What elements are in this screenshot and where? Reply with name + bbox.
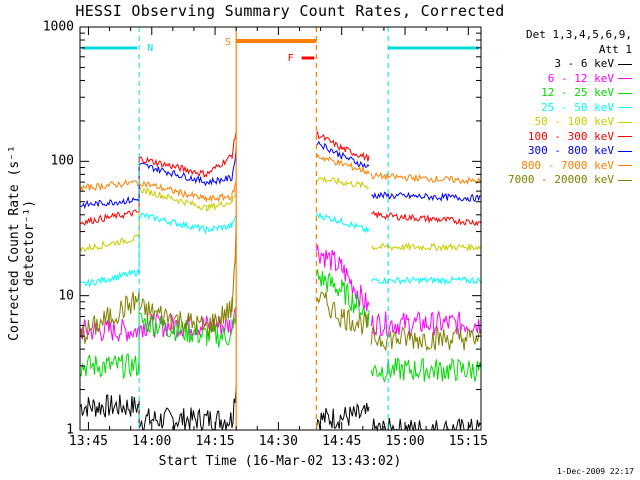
- legend-swatch: [618, 150, 632, 152]
- legend-swatch: [618, 107, 632, 109]
- series-line-6: [79, 130, 482, 227]
- series-line-1: [79, 386, 482, 432]
- chart-title: HESSI Observing Summary Count Rates, Cor…: [75, 2, 505, 20]
- series-line-8: [79, 153, 481, 203]
- legend-item-label: 7000 - 20000 keV: [508, 173, 614, 186]
- y-tick-label: 1000: [42, 19, 74, 35]
- y-axis-title: Corrected Count Rate (s⁻¹ detector⁻¹): [7, 145, 37, 341]
- legend-item: 12 - 25 keV: [482, 86, 632, 101]
- legend-item-label: 3 - 6 keV: [554, 57, 614, 70]
- legend-item-label: 800 - 7000 keV: [521, 158, 614, 172]
- x-tick-label: 13:45: [68, 434, 109, 449]
- y-tick-label: 10: [58, 288, 74, 304]
- legend-item: 100 - 300 keV: [482, 130, 632, 145]
- chart-legend: Det 1,3,4,5,6,9, Att 1 3 - 6 keV 6 - 12 k…: [482, 28, 632, 188]
- legend-header-attenuator: Att 1: [598, 42, 632, 56]
- legend-item: 800 - 7000 keV: [482, 159, 632, 174]
- plot-frame: [79, 26, 482, 431]
- legend-item-label: 25 - 50 keV: [541, 100, 614, 114]
- legend-swatch: [618, 179, 632, 181]
- series-line-9: [79, 220, 482, 352]
- legend-swatch: [618, 92, 632, 94]
- x-tick-label: 15:15: [448, 434, 488, 449]
- x-tick-label: 14:45: [322, 434, 362, 449]
- x-axis-title: Start Time (16-Mar-02 13:43:02): [158, 454, 402, 469]
- x-tick-label: 14:30: [258, 434, 298, 449]
- legend-item: 7000 - 20000 keV: [482, 173, 632, 188]
- x-tick-label: 14:00: [132, 434, 172, 449]
- legend-item-label: 12 - 25 keV: [541, 86, 614, 99]
- x-tick-label: 15:00: [385, 434, 425, 449]
- legend-swatch: [618, 165, 632, 167]
- legend-header-detectors: Det 1,3,4,5,6,9,: [526, 28, 632, 41]
- legend-item-label: 300 - 800 keV: [527, 144, 614, 157]
- legend-swatch: [618, 63, 632, 65]
- y-tick-label: 1: [66, 422, 74, 438]
- legend-item: 25 - 50 keV: [482, 101, 632, 116]
- legend-item-label: 100 - 300 keV: [527, 129, 614, 143]
- x-tick-label: 14:15: [195, 434, 235, 449]
- series-line-7: [79, 140, 482, 210]
- flag-label-f: F: [288, 53, 294, 64]
- plot-timestamp: 1-Dec-2009 22:17: [556, 467, 634, 476]
- y-tick-label: 100: [50, 153, 74, 169]
- series-line-4: [79, 212, 482, 288]
- series-line-2: [79, 244, 482, 342]
- legend-item-label: 6 - 12 keV: [547, 71, 614, 85]
- legend-swatch: [618, 121, 632, 123]
- legend-item: 50 - 100 keV: [482, 115, 632, 130]
- legend-swatch: [618, 78, 632, 80]
- series-line-5: [79, 175, 482, 253]
- legend-item: 3 - 6 keV: [482, 57, 632, 72]
- legend-item: 6 - 12 keV: [482, 72, 632, 87]
- legend-swatch: [618, 136, 632, 138]
- flag-label-s: S: [225, 37, 231, 48]
- legend-item: 300 - 800 keV: [482, 144, 632, 159]
- flag-label-n: N: [147, 43, 153, 54]
- legend-item-label: 50 - 100 keV: [534, 115, 614, 128]
